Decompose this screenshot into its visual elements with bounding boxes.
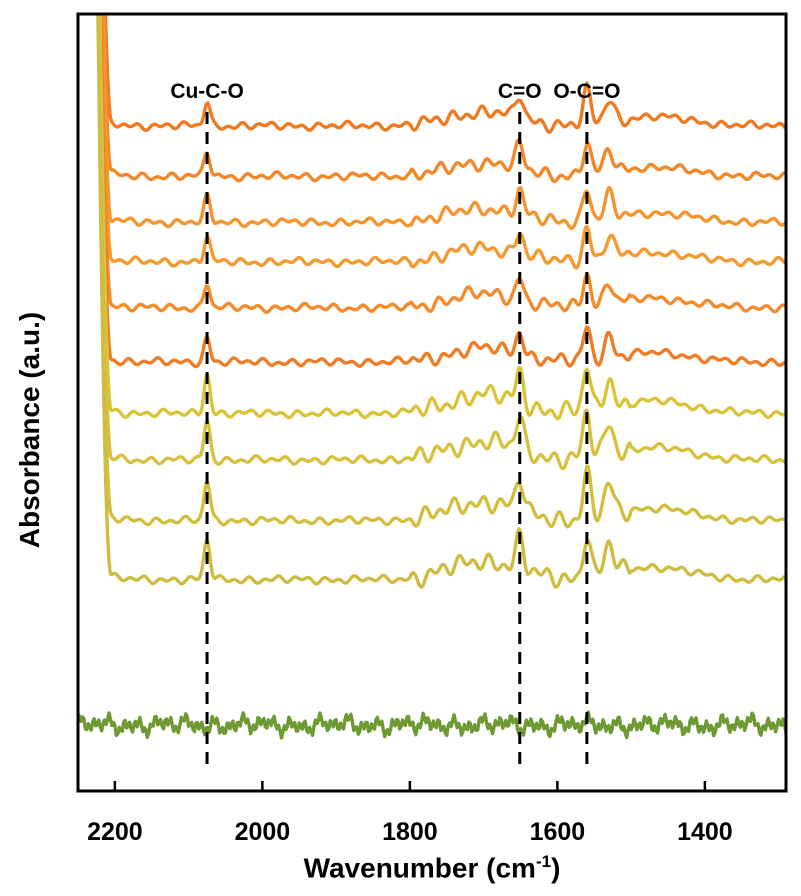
y-axis-label: Absorbance (a.u.) [14, 311, 45, 549]
series-line-spectrum-6 [99, 14, 786, 369]
x-tick-label-2: 1800 [382, 818, 438, 846]
annotation-label-2: O-C=O [553, 80, 620, 103]
series-line-spectrum-baseline [78, 710, 786, 740]
series-line-spectrum-8 [97, 14, 786, 471]
x-tick-label-1: 2000 [235, 818, 291, 846]
series-line-spectrum-1 [103, 14, 786, 134]
x-tick-label-3: 1600 [530, 818, 586, 846]
series-line-spectrum-3 [101, 14, 786, 230]
series-line-spectrum-9 [97, 14, 786, 529]
series-line-spectrum-10 [96, 14, 786, 589]
annotation-label-1: C=O [498, 80, 542, 103]
series-line-spectrum-4 [100, 14, 786, 270]
annotation-label-0: Cu-C-O [170, 80, 243, 103]
x-axis-label: Wavenumber (cm-1) [303, 852, 561, 884]
series-line-spectrum-7 [98, 14, 786, 421]
series-line-spectrum-2 [102, 14, 786, 184]
x-tick-label-0: 2200 [87, 818, 143, 846]
plot-frame [76, 12, 788, 793]
x-tick-label-4: 1400 [677, 818, 733, 846]
series-line-spectrum-5 [99, 14, 786, 314]
